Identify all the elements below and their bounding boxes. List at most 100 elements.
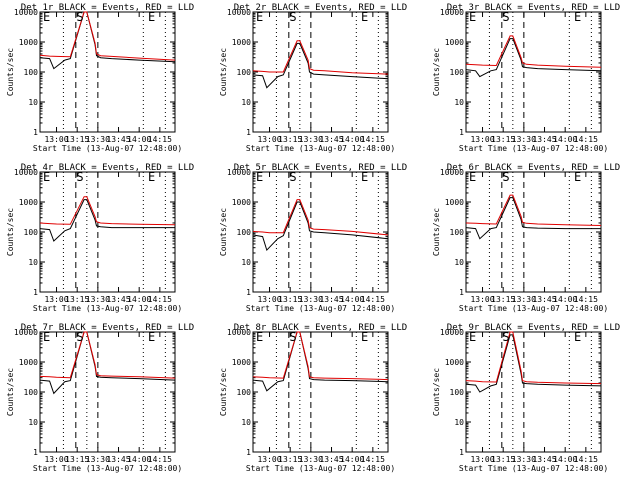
plot-frame	[465, 11, 602, 133]
y-tick-label: 1	[33, 448, 38, 457]
y-tick-label: 10	[454, 98, 464, 107]
y-tick-label: 1	[246, 448, 251, 457]
y-tick-label: 100	[237, 388, 252, 397]
panel-title: Det 6r BLACK = Events, RED = LLD	[447, 163, 620, 173]
y-axis-label: Counts/sec	[6, 48, 15, 96]
y-tick-label: 10000	[227, 8, 251, 17]
marker-e-right: E	[148, 170, 155, 184]
marker-e-left: E	[469, 10, 476, 24]
x-tick-label: 14:00	[127, 295, 151, 304]
x-tick-label: 14:00	[340, 455, 364, 464]
x-tick-label: 14:00	[127, 135, 151, 144]
lld-series-line	[465, 331, 602, 385]
x-axis-label: Start Time (13-Aug-07 12:48:00)	[246, 304, 395, 313]
x-tick-label: 13:15	[491, 455, 515, 464]
marker-e-right: E	[361, 170, 368, 184]
y-axis-label: Counts/sec	[432, 48, 441, 96]
marker-s: S	[76, 170, 83, 184]
y-tick-label: 10000	[14, 328, 38, 337]
x-tick-label: 14:15	[574, 455, 598, 464]
marker-s: S	[502, 10, 509, 24]
marker-e-right: E	[574, 10, 581, 24]
plot-frame	[252, 331, 389, 453]
y-tick-label: 1000	[232, 198, 251, 207]
x-tick-label: 14:00	[340, 135, 364, 144]
x-tick-label: 13:30	[512, 455, 536, 464]
plot-frame	[39, 171, 176, 293]
marker-e-left: E	[256, 330, 263, 344]
detector-panel: Det 5r BLACK = Events, RED = LLD 1 10 100 10…	[219, 163, 407, 313]
marker-e-right: E	[361, 330, 368, 344]
lld-series-line	[465, 194, 602, 226]
y-tick-label: 1	[33, 128, 38, 137]
y-tick-label: 1000	[445, 198, 464, 207]
y-tick-label: 10	[28, 258, 38, 267]
x-tick-label: 13:00	[257, 455, 281, 464]
x-tick-label: 13:30	[86, 135, 110, 144]
x-tick-label: 14:00	[553, 295, 577, 304]
marker-e-left: E	[469, 330, 476, 344]
lld-series-line	[465, 35, 602, 68]
detector-panel: Det 6r BLACK = Events, RED = LLD 1 10 100 10…	[432, 163, 620, 313]
y-axis-label: Counts/sec	[432, 368, 441, 416]
y-tick-label: 1	[459, 288, 464, 297]
marker-e-right: E	[148, 330, 155, 344]
x-tick-label: 13:00	[44, 455, 68, 464]
marker-e-right: E	[148, 10, 155, 24]
y-tick-label: 1	[459, 128, 464, 137]
panel-title: Det 2r BLACK = Events, RED = LLD	[234, 3, 407, 13]
x-axis-label: Start Time (13-Aug-07 12:48:00)	[246, 144, 395, 153]
detector-panel: Det 9r BLACK = Events, RED = LLD 1 10 100 10…	[432, 323, 620, 473]
y-tick-label: 10000	[440, 168, 464, 177]
x-tick-label: 14:15	[574, 295, 598, 304]
x-tick-label: 14:15	[574, 135, 598, 144]
x-tick-label: 13:45	[319, 455, 343, 464]
marker-s: S	[289, 330, 296, 344]
y-tick-label: 1	[459, 448, 464, 457]
marker-e-right: E	[574, 170, 581, 184]
x-tick-label: 14:15	[361, 295, 385, 304]
x-tick-label: 13:15	[491, 135, 515, 144]
y-tick-label: 1000	[19, 38, 38, 47]
panel-title: Det 5r BLACK = Events, RED = LLD	[234, 163, 407, 173]
x-axis-label: Start Time (13-Aug-07 12:48:00)	[33, 304, 182, 313]
y-tick-label: 10000	[440, 8, 464, 17]
x-tick-label: 14:15	[361, 135, 385, 144]
x-tick-label: 14:15	[148, 455, 172, 464]
x-tick-label: 13:15	[65, 455, 89, 464]
x-tick-label: 13:45	[532, 135, 556, 144]
marker-e-left: E	[43, 10, 50, 24]
y-axis-label: Counts/sec	[6, 368, 15, 416]
x-tick-label: 13:00	[44, 295, 68, 304]
marker-s: S	[502, 170, 509, 184]
x-axis-label: Start Time (13-Aug-07 12:48:00)	[459, 304, 608, 313]
marker-e-right: E	[574, 330, 581, 344]
detector-panel: Det 3r BLACK = Events, RED = LLD 1 10 100 10…	[432, 3, 620, 153]
x-tick-label: 13:00	[257, 295, 281, 304]
marker-e-left: E	[43, 170, 50, 184]
y-tick-label: 1000	[445, 38, 464, 47]
y-tick-label: 100	[450, 388, 465, 397]
y-tick-label: 1000	[19, 198, 38, 207]
marker-e-left: E	[256, 10, 263, 24]
marker-s: S	[289, 10, 296, 24]
y-tick-label: 10000	[227, 168, 251, 177]
y-axis-label: Counts/sec	[219, 208, 228, 256]
y-tick-label: 1000	[232, 38, 251, 47]
panel-title: Det 8r BLACK = Events, RED = LLD	[234, 323, 407, 333]
y-tick-label: 100	[24, 228, 39, 237]
x-tick-label: 13:00	[470, 295, 494, 304]
marker-s: S	[76, 10, 83, 24]
x-tick-label: 14:00	[553, 455, 577, 464]
x-tick-label: 13:00	[470, 455, 494, 464]
marker-s: S	[289, 170, 296, 184]
x-axis-label: Start Time (13-Aug-07 12:48:00)	[33, 464, 182, 473]
x-tick-label: 13:15	[278, 455, 302, 464]
marker-e-left: E	[256, 170, 263, 184]
marker-s: S	[76, 330, 83, 344]
panel-title: Det 3r BLACK = Events, RED = LLD	[447, 3, 620, 13]
x-tick-label: 14:15	[148, 295, 172, 304]
marker-e-left: E	[469, 170, 476, 184]
detector-panel: Det 1r BLACK = Events, RED = LLD 1 10 100 10…	[6, 3, 194, 153]
